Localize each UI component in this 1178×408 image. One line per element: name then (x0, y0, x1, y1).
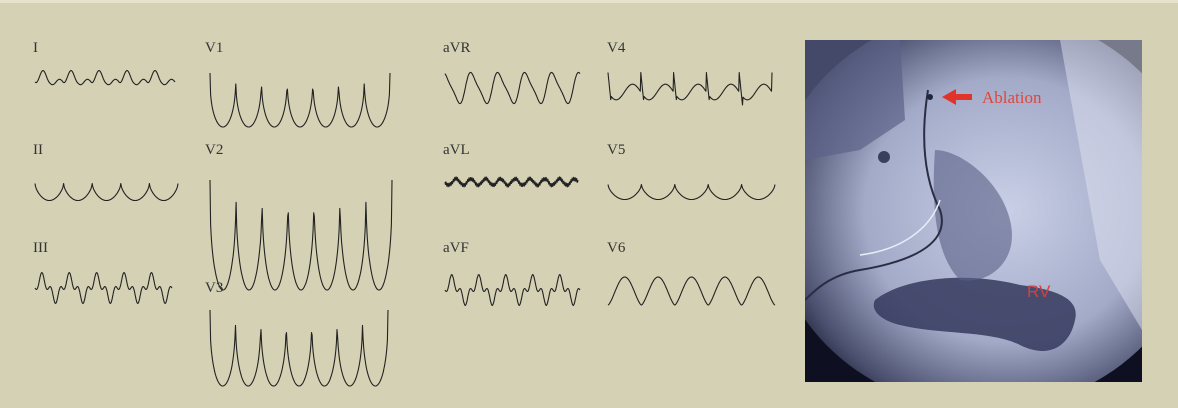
marker (878, 151, 890, 163)
ablation-tip (927, 94, 933, 100)
arrow-label: Ablation (982, 88, 1042, 107)
lead-label: V5 (607, 142, 625, 158)
lead-label: V2 (205, 142, 223, 158)
panel-top-edge (0, 0, 1178, 3)
lead-label: aVR (443, 40, 471, 56)
lead-label: I (33, 40, 38, 56)
page: I II III V1 V2 V3 aVR aVL aVF V4 V5 V6 A… (0, 0, 1178, 408)
lead-label: aVF (443, 240, 469, 256)
lead-label: V1 (205, 40, 223, 56)
lead-label: II (33, 142, 43, 158)
lead-label: V4 (607, 40, 626, 56)
lead-label: III (33, 240, 48, 256)
figure: I II III V1 V2 V3 aVR aVL aVF V4 V5 V6 A… (0, 0, 1178, 408)
fluoroscopy-image: Ablation RV (770, 10, 1178, 408)
lead-label: V6 (607, 240, 626, 256)
lead-label: aVL (443, 142, 470, 158)
chamber-label: RV (1027, 282, 1051, 301)
